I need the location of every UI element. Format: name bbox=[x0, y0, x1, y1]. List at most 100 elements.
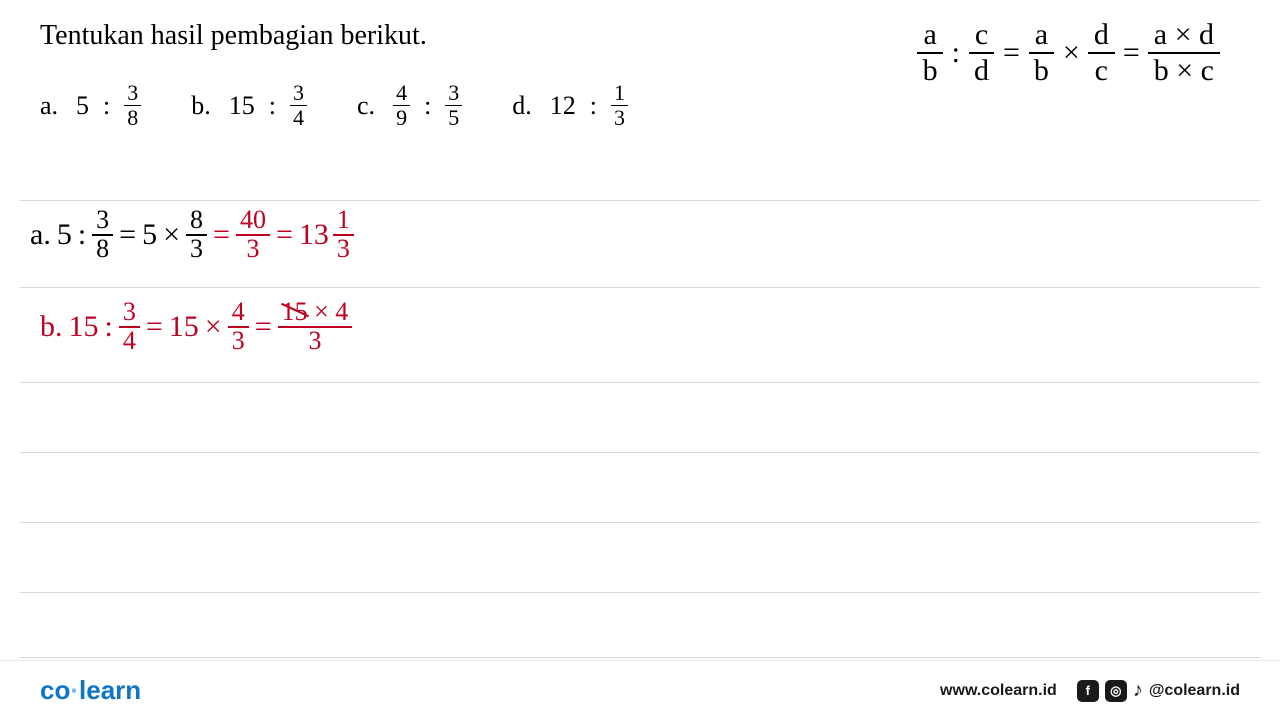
formula-f3-num: a bbox=[1029, 20, 1054, 54]
formula-f5-num: a × d bbox=[1148, 20, 1220, 54]
problem-b-num: 3 bbox=[290, 82, 307, 106]
formula-frac-3: a b bbox=[1028, 20, 1055, 86]
problem-c-right-den: 5 bbox=[445, 106, 462, 129]
sol-a-eq3: = bbox=[276, 218, 293, 252]
sol-a-f3-num: 40 bbox=[236, 208, 270, 236]
formula-f1-den: b bbox=[917, 54, 944, 86]
problem-a-left: 5 bbox=[76, 91, 89, 121]
formula-frac-5: a × d b × c bbox=[1148, 20, 1220, 86]
sol-b-whole: 15 bbox=[69, 310, 99, 344]
formula-frac-2: c d bbox=[968, 20, 995, 86]
colon-icon: : bbox=[78, 218, 86, 252]
footer: co·learn www.colearn.id f ◎ ♪ @colearn.i… bbox=[0, 660, 1280, 720]
colon-icon: : bbox=[105, 310, 113, 344]
sol-b-fifteen: 15 bbox=[169, 310, 199, 344]
problem-b: b. 15 : 3 4 bbox=[191, 82, 307, 129]
notebook-line bbox=[20, 287, 1260, 288]
problem-a: a. 5 : 3 8 bbox=[40, 82, 141, 129]
notebook-line bbox=[20, 592, 1260, 593]
formula-eq-2: = bbox=[1123, 36, 1140, 70]
notebook-line bbox=[20, 452, 1260, 453]
formula-times: × bbox=[1063, 36, 1080, 70]
brand-right: learn bbox=[79, 675, 141, 705]
sol-a-eq1: = bbox=[119, 218, 136, 252]
brand-left: co bbox=[40, 675, 70, 705]
problem-d-label: d. bbox=[512, 91, 532, 121]
instagram-icon: ◎ bbox=[1105, 680, 1127, 702]
sol-a-frac2: 8 3 bbox=[186, 208, 207, 261]
solution-b: b. 15 : 3 4 = 15 × 4 3 = 15 × 4 3 bbox=[40, 300, 352, 353]
sol-b-f1-num: 3 bbox=[119, 300, 140, 328]
sol-a-mixed: 13 1 3 bbox=[299, 208, 354, 261]
sol-a-f3-den: 3 bbox=[242, 236, 263, 262]
problem-a-label: a. bbox=[40, 91, 58, 121]
sol-b-frac1: 3 4 bbox=[119, 300, 140, 353]
problem-a-den: 8 bbox=[124, 106, 141, 129]
sol-b-f1-den: 4 bbox=[119, 328, 140, 354]
sol-b-eq1: = bbox=[146, 310, 163, 344]
sol-b-times: × bbox=[205, 310, 222, 344]
problem-d-frac: 1 3 bbox=[611, 82, 628, 129]
sol-a-times: × bbox=[163, 218, 180, 252]
problem-a-frac: 3 8 bbox=[124, 82, 141, 129]
sol-a-f1-den: 8 bbox=[92, 236, 113, 262]
formula-frac-4: d c bbox=[1088, 20, 1115, 86]
problem-b-den: 4 bbox=[290, 106, 307, 129]
sol-b-frac2: 4 3 bbox=[228, 300, 249, 353]
sol-a-f2-num: 8 bbox=[186, 208, 207, 236]
problem-c-left-den: 9 bbox=[393, 106, 410, 129]
sol-b-f2-den: 3 bbox=[228, 328, 249, 354]
notebook-lines bbox=[0, 200, 1280, 660]
problem-d-left: 12 bbox=[550, 91, 576, 121]
sol-a-mixed-frac: 1 3 bbox=[333, 208, 354, 261]
formula-f2-num: c bbox=[969, 20, 994, 54]
sol-a-f1-num: 3 bbox=[92, 208, 113, 236]
formula-f3-den: b bbox=[1028, 54, 1055, 86]
sol-b-frac3: 15 × 4 3 bbox=[278, 300, 353, 353]
sol-a-five: 5 bbox=[142, 218, 157, 252]
colon-icon: : bbox=[424, 91, 431, 121]
sol-a-mixed-den: 3 bbox=[333, 236, 354, 262]
sol-b-strike: 15 bbox=[282, 300, 308, 325]
problem-c-left-frac: 4 9 bbox=[393, 82, 410, 129]
division-formula: a b : c d = a b × d c = a × d b × c bbox=[917, 20, 1220, 86]
notebook-line bbox=[20, 382, 1260, 383]
sol-b-f2-num: 4 bbox=[228, 300, 249, 328]
problem-d: d. 12 : 1 3 bbox=[512, 82, 628, 129]
notebook-line bbox=[20, 200, 1260, 201]
sol-a-label: a. bbox=[30, 218, 51, 252]
footer-handle: @colearn.id bbox=[1149, 682, 1240, 700]
problem-c-right-frac: 3 5 bbox=[445, 82, 462, 129]
formula-f2-den: d bbox=[968, 54, 995, 86]
sol-b-label: b. bbox=[40, 310, 63, 344]
notebook-line bbox=[20, 657, 1260, 658]
sol-a-frac3: 40 3 bbox=[236, 208, 270, 261]
problem-b-label: b. bbox=[191, 91, 211, 121]
formula-f5-den: b × c bbox=[1148, 54, 1220, 86]
sol-a-mixed-whole: 13 bbox=[299, 218, 329, 252]
solution-a: a. 5 : 3 8 = 5 × 8 3 = 40 3 = 13 1 3 bbox=[30, 208, 354, 261]
problem-c: c. 4 9 : 3 5 bbox=[357, 82, 462, 129]
footer-url: www.colearn.id bbox=[940, 682, 1057, 700]
formula-frac-1: a b bbox=[917, 20, 944, 86]
sol-b-mult-num: × 4 bbox=[314, 297, 348, 326]
sol-a-f2-den: 3 bbox=[186, 236, 207, 262]
brand-logo: co·learn bbox=[40, 675, 141, 706]
formula-f1-num: a bbox=[917, 20, 942, 54]
colon-icon: : bbox=[269, 91, 276, 121]
sol-b-strike-num: 15 bbox=[282, 297, 308, 326]
problem-c-left-num: 4 bbox=[393, 82, 410, 106]
tiktok-icon: ♪ bbox=[1133, 679, 1143, 702]
formula-f4-den: c bbox=[1089, 54, 1114, 86]
problem-a-num: 3 bbox=[124, 82, 141, 106]
sol-b-eq2: = bbox=[255, 310, 272, 344]
problem-b-left: 15 bbox=[229, 91, 255, 121]
colon-icon: : bbox=[103, 91, 110, 121]
sol-a-eq2: = bbox=[213, 218, 230, 252]
formula-f4-num: d bbox=[1088, 20, 1115, 54]
problem-c-label: c. bbox=[357, 91, 375, 121]
footer-right: www.colearn.id f ◎ ♪ @colearn.id bbox=[940, 679, 1240, 702]
problem-c-right-num: 3 bbox=[445, 82, 462, 106]
social-icons: f ◎ ♪ @colearn.id bbox=[1077, 679, 1240, 702]
problems-row: a. 5 : 3 8 b. 15 : 3 4 c. 4 9 : 3 bbox=[40, 82, 1240, 129]
